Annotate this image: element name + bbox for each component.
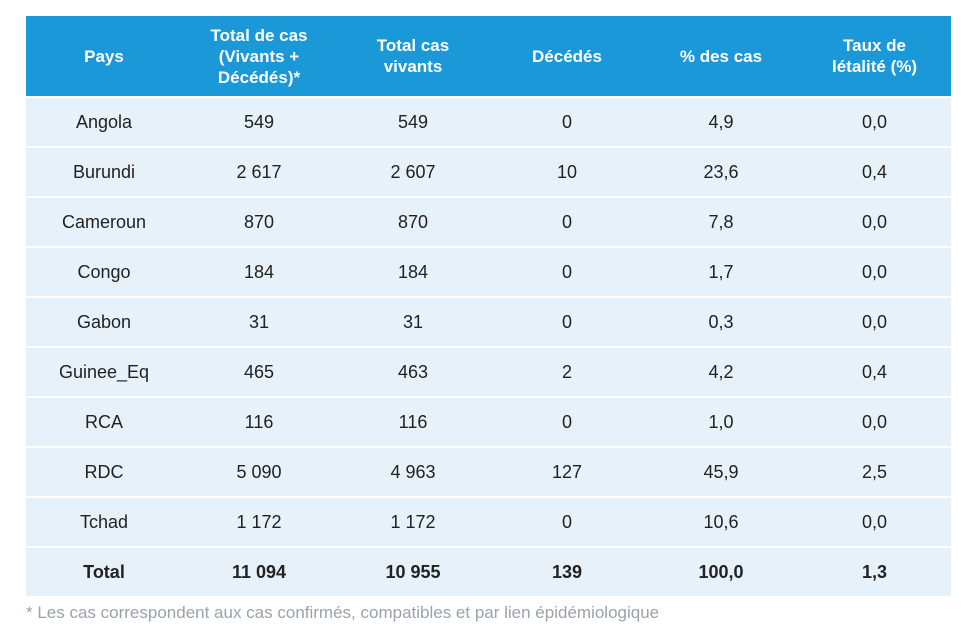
header-total-cas: Total de cas (Vivants + Décédés)* (182, 16, 336, 96)
cell-pct-cas: 7,8 (644, 196, 798, 246)
cell-total-vivants: 870 (336, 196, 490, 246)
cell-pays: Burundi (26, 146, 182, 196)
cell-taux-letalite: 0,0 (798, 196, 951, 246)
cell-pays: Congo (26, 246, 182, 296)
cell-total-cas: 870 (182, 196, 336, 246)
cell-pct-cas: 23,6 (644, 146, 798, 196)
header-decedes: Décédés (490, 16, 644, 96)
table-row: RCA 116 116 0 1,0 0,0 (26, 396, 951, 446)
cell-pct-cas: 0,3 (644, 296, 798, 346)
total-label: Total (26, 546, 182, 596)
cell-pct-cas: 4,9 (644, 96, 798, 146)
total-total-cas: 11 094 (182, 546, 336, 596)
header-pays: Pays (26, 16, 182, 96)
footnote: * Les cas correspondent aux cas confirmé… (26, 603, 660, 622)
total-taux-letalite: 1,3 (798, 546, 951, 596)
cell-pct-cas: 10,6 (644, 496, 798, 546)
cell-pct-cas: 45,9 (644, 446, 798, 496)
cell-total-cas: 549 (182, 96, 336, 146)
cell-total-vivants: 2 607 (336, 146, 490, 196)
cell-decedes: 0 (490, 196, 644, 246)
table-row: RDC 5 090 4 963 127 45,9 2,5 (26, 446, 951, 496)
cell-total-vivants: 116 (336, 396, 490, 446)
table-row: Angola 549 549 0 4,9 0,0 (26, 96, 951, 146)
cell-decedes: 0 (490, 96, 644, 146)
cell-decedes: 0 (490, 496, 644, 546)
cell-pct-cas: 1,7 (644, 246, 798, 296)
cell-total-vivants: 463 (336, 346, 490, 396)
table-row: Congo 184 184 0 1,7 0,0 (26, 246, 951, 296)
cell-pct-cas: 4,2 (644, 346, 798, 396)
table-total-row: Total 11 094 10 955 139 100,0 1,3 (26, 546, 951, 596)
cell-taux-letalite: 0,0 (798, 396, 951, 446)
cell-taux-letalite: 2,5 (798, 446, 951, 496)
table-row: Burundi 2 617 2 607 10 23,6 0,4 (26, 146, 951, 196)
total-decedes: 139 (490, 546, 644, 596)
header-pct-cas: % des cas (644, 16, 798, 96)
cell-decedes: 0 (490, 396, 644, 446)
total-pct-cas: 100,0 (644, 546, 798, 596)
cell-pays: Gabon (26, 296, 182, 346)
cell-pct-cas: 1,0 (644, 396, 798, 446)
cell-total-vivants: 1 172 (336, 496, 490, 546)
cell-pays: Angola (26, 96, 182, 146)
table-header-row: Pays Total de cas (Vivants + Décédés)* T… (26, 16, 951, 96)
cell-total-vivants: 549 (336, 96, 490, 146)
cell-total-vivants: 184 (336, 246, 490, 296)
cell-pays: Guinee_Eq (26, 346, 182, 396)
cell-pays: RDC (26, 446, 182, 496)
cell-total-cas: 184 (182, 246, 336, 296)
cell-taux-letalite: 0,4 (798, 346, 951, 396)
cell-taux-letalite: 0,0 (798, 496, 951, 546)
cell-pays: RCA (26, 396, 182, 446)
cell-total-cas: 2 617 (182, 146, 336, 196)
cell-total-cas: 31 (182, 296, 336, 346)
table-row: Cameroun 870 870 0 7,8 0,0 (26, 196, 951, 246)
cell-total-cas: 116 (182, 396, 336, 446)
header-taux-letalite: Taux de létalité (%) (798, 16, 951, 96)
cases-table: Pays Total de cas (Vivants + Décédés)* T… (26, 16, 951, 596)
table-row: Gabon 31 31 0 0,3 0,0 (26, 296, 951, 346)
cell-pays: Cameroun (26, 196, 182, 246)
table-row: Guinee_Eq 465 463 2 4,2 0,4 (26, 346, 951, 396)
cell-taux-letalite: 0,4 (798, 146, 951, 196)
cell-decedes: 2 (490, 346, 644, 396)
cell-total-vivants: 4 963 (336, 446, 490, 496)
cell-decedes: 0 (490, 296, 644, 346)
cell-decedes: 0 (490, 246, 644, 296)
header-total-vivants: Total cas vivants (336, 16, 490, 96)
cell-taux-letalite: 0,0 (798, 246, 951, 296)
cell-taux-letalite: 0,0 (798, 296, 951, 346)
total-total-vivants: 10 955 (336, 546, 490, 596)
cell-total-cas: 1 172 (182, 496, 336, 546)
cell-total-cas: 5 090 (182, 446, 336, 496)
cell-decedes: 10 (490, 146, 644, 196)
cell-total-cas: 465 (182, 346, 336, 396)
cell-pays: Tchad (26, 496, 182, 546)
cell-taux-letalite: 0,0 (798, 96, 951, 146)
cell-total-vivants: 31 (336, 296, 490, 346)
cell-decedes: 127 (490, 446, 644, 496)
table-row: Tchad 1 172 1 172 0 10,6 0,0 (26, 496, 951, 546)
